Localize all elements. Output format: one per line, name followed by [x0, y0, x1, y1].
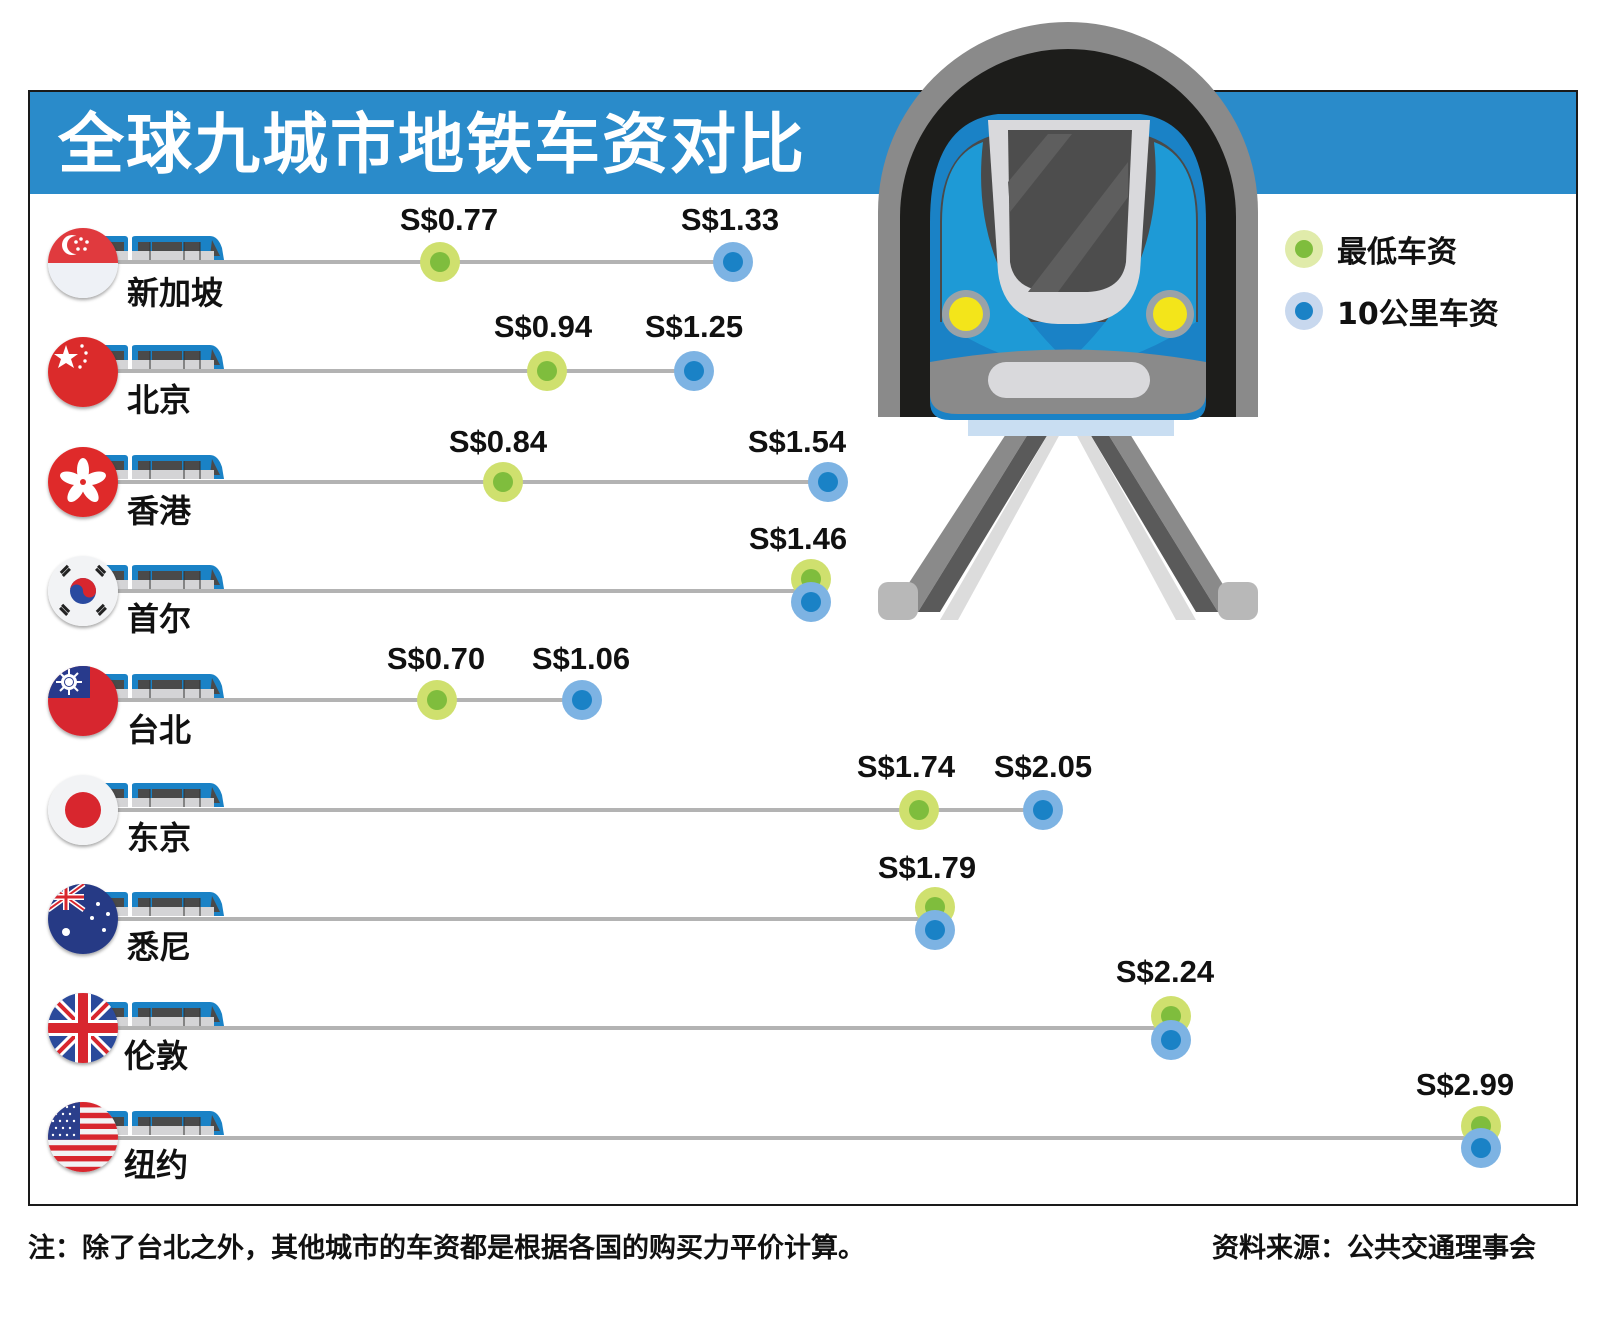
city-label: 纽约	[124, 1146, 189, 1184]
train-tunnel-illustration	[878, 22, 1258, 620]
min-fare-dot	[417, 680, 457, 720]
10km-fare-dot	[1461, 1128, 1501, 1168]
row-line	[110, 917, 935, 921]
taiwan-flag-icon	[48, 666, 118, 736]
min-fare-dot	[899, 790, 939, 830]
city-label: 新加坡	[127, 274, 224, 312]
green-dot-icon	[1285, 230, 1323, 268]
city-label: 香港	[127, 492, 192, 530]
10km-fare-dot	[713, 242, 753, 282]
row-line	[110, 589, 810, 593]
footnote-note: 注：除了台北之外，其他城市的车资都是根据各国的购买力平价计算。	[28, 1233, 865, 1264]
10km-fare-dot	[1151, 1020, 1191, 1060]
city-label: 北京	[127, 381, 192, 419]
japan-flag-icon	[48, 775, 118, 845]
mini-train-icon	[102, 672, 224, 698]
combined-fare-value: S$1.79	[877, 850, 977, 885]
10km-fare-value: S$1.33	[680, 202, 780, 237]
min-fare-dot	[483, 462, 523, 502]
10km-fare-value: S$1.25	[644, 309, 744, 344]
10km-fare-dot	[1023, 790, 1063, 830]
10km-fare-dot	[808, 462, 848, 502]
10km-fare-dot	[791, 582, 831, 622]
mini-train-icon	[102, 563, 224, 589]
row-line	[110, 808, 1042, 812]
row-line	[110, 480, 828, 484]
mini-train-icon	[102, 890, 224, 916]
min-fare-value: S$0.84	[448, 424, 548, 459]
min-fare-value: S$0.77	[399, 202, 499, 237]
city-label: 首尔	[127, 600, 192, 638]
min-fare-dot	[420, 242, 460, 282]
mini-train-icon	[102, 234, 224, 260]
row-line	[110, 1136, 1480, 1140]
hongkong-flag-icon	[48, 447, 118, 517]
combined-fare-value: S$1.46	[748, 521, 848, 556]
combined-fare-value: S$2.99	[1415, 1067, 1515, 1102]
row-line	[110, 698, 580, 702]
mini-train-icon	[102, 1000, 224, 1026]
mini-train-icon	[102, 343, 224, 369]
legend-min-fare: 最低车资	[1285, 227, 1457, 271]
10km-fare-value: S$1.54	[747, 424, 847, 459]
china-flag-icon	[48, 337, 118, 407]
row-line	[110, 1026, 1170, 1030]
10km-fare-dot	[674, 351, 714, 391]
min-fare-dot	[527, 351, 567, 391]
mini-train-icon	[102, 1109, 224, 1135]
min-fare-value: S$1.74	[856, 749, 956, 784]
mini-train-icon	[102, 781, 224, 807]
10km-fare-dot	[562, 680, 602, 720]
10km-fare-value: S$2.05	[993, 749, 1093, 784]
city-label: 台北	[127, 711, 192, 749]
min-fare-value: S$0.94	[493, 309, 593, 344]
uk-flag-icon	[48, 993, 118, 1063]
city-label: 伦敦	[124, 1037, 189, 1075]
usa-flag-icon	[48, 1102, 118, 1172]
blue-dot-icon	[1285, 292, 1323, 330]
chart-title: 全球九城市地铁车资对比	[58, 106, 806, 183]
10km-fare-dot	[915, 910, 955, 950]
singapore-flag-icon	[48, 228, 118, 298]
chart-frame	[28, 90, 1578, 1206]
australia-flag-icon	[48, 884, 118, 954]
min-fare-value: S$0.70	[386, 641, 486, 676]
footnote-source: 资料来源：公共交通理事会	[1212, 1233, 1536, 1264]
korea-flag-icon	[48, 556, 118, 626]
combined-fare-value: S$2.24	[1115, 954, 1215, 989]
legend-10km-fare: 10公里车资	[1285, 289, 1499, 333]
10km-fare-value: S$1.06	[531, 641, 631, 676]
city-label: 悉尼	[127, 928, 192, 966]
mini-train-icon	[102, 453, 224, 479]
title-banner	[30, 92, 1576, 194]
row-line	[110, 369, 694, 373]
city-label: 东京	[127, 819, 192, 857]
